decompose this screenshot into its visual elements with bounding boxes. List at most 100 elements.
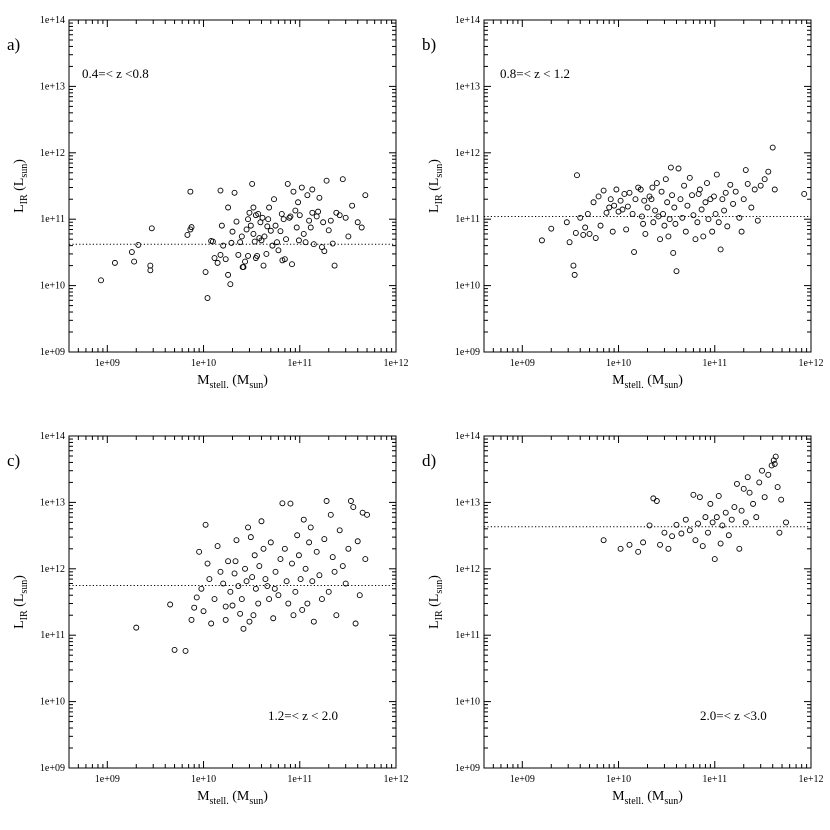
x-tick-label: 1e+11: [702, 774, 727, 785]
data-point: [613, 186, 620, 193]
data-point: [626, 189, 633, 196]
data-point: [638, 213, 645, 220]
x-tick-label: 1e+10: [606, 774, 631, 785]
y-tick-label: 1e+11: [455, 214, 480, 225]
data-point: [704, 180, 710, 187]
data-point: [669, 192, 676, 199]
data-point: [740, 485, 747, 492]
data-point: [249, 180, 256, 187]
data-point: [566, 239, 573, 246]
data-point: [649, 184, 656, 191]
data-point: [294, 532, 301, 539]
data-point: [600, 537, 607, 544]
data-point: [709, 519, 716, 526]
data-point: [733, 480, 740, 487]
data-point: [772, 453, 779, 460]
y-tick-label: 1e+10: [455, 697, 480, 708]
data-point: [652, 207, 659, 214]
data-point: [259, 214, 266, 221]
data-point: [356, 592, 363, 599]
data-point: [261, 233, 268, 240]
data-point: [771, 460, 778, 467]
data-point: [722, 189, 729, 196]
data-point: [233, 537, 240, 544]
data-point: [728, 516, 735, 523]
data-point: [679, 214, 686, 221]
data-point: [202, 269, 209, 275]
data-point: [229, 228, 236, 235]
data-point: [214, 259, 221, 266]
data-point: [695, 520, 701, 527]
data-point: [617, 197, 624, 204]
data-point: [331, 568, 338, 575]
data-point: [345, 233, 352, 240]
data-point: [629, 210, 636, 217]
data-point: [673, 521, 680, 528]
data-point: [310, 618, 317, 625]
data-point: [801, 191, 808, 197]
data-point: [333, 612, 340, 619]
y-tick-label: 1e+10: [40, 697, 65, 708]
data-point: [721, 207, 728, 214]
y-tick-label: 1e+14: [455, 15, 480, 26]
data-point: [667, 164, 674, 171]
y-tick-label: 1e+09: [40, 763, 65, 774]
data-point: [313, 548, 320, 555]
data-point: [277, 556, 284, 563]
data-point: [650, 495, 657, 502]
data-point: [309, 578, 316, 585]
data-point: [722, 509, 729, 516]
data-point: [255, 600, 262, 607]
data-point: [239, 264, 246, 271]
chart-panel-2: 1e+09 1e+10 1e+11 1e+12 1e+09 1e+10 1e+11 1e+12…: [422, 15, 824, 391]
chart-panel-4: 1e+09 1e+10 1e+11 1e+12 1e+09 1e+10 1e+11 1e+12…: [422, 431, 824, 807]
data-point: [761, 176, 768, 183]
x-axis-title: Mstell. (Msun): [197, 373, 268, 391]
y-tick-label: 1e+11: [40, 214, 65, 225]
data-point: [362, 192, 369, 199]
data-point: [260, 262, 267, 269]
data-point: [283, 578, 290, 585]
data-point: [692, 236, 699, 243]
data-point: [211, 255, 218, 261]
data-point: [673, 268, 680, 275]
data-point: [231, 570, 238, 577]
data-point: [631, 249, 638, 256]
data-point: [299, 607, 306, 613]
data-point: [336, 212, 343, 219]
data-point: [225, 271, 232, 278]
x-tick-label: 1e+09: [510, 774, 535, 785]
data-point: [295, 199, 302, 206]
data-point: [646, 522, 653, 529]
data-point: [692, 537, 699, 544]
data-point: [563, 219, 570, 226]
data-point: [193, 594, 200, 601]
data-point: [719, 522, 726, 529]
data-point: [671, 204, 678, 211]
data-point: [318, 596, 325, 603]
data-point: [285, 600, 292, 607]
data-point: [300, 516, 307, 523]
data-point: [220, 242, 227, 249]
data-point: [761, 494, 768, 501]
data-point: [719, 196, 726, 203]
data-point: [220, 580, 227, 587]
data-point: [313, 213, 320, 220]
data-point: [329, 554, 336, 561]
data-point: [131, 258, 138, 265]
data-point: [635, 548, 642, 555]
data-point: [626, 541, 633, 548]
data-point: [682, 516, 689, 523]
data-point: [748, 204, 755, 211]
y-tick-label: 1e+13: [455, 497, 480, 508]
data-point: [267, 227, 274, 234]
data-point: [227, 281, 234, 288]
data-point: [660, 210, 666, 217]
data-point: [637, 186, 644, 193]
data-point: [245, 524, 251, 531]
data-point: [315, 208, 322, 215]
data-point: [362, 556, 369, 563]
data-point: [582, 224, 589, 231]
data-point: [243, 226, 250, 233]
data-point: [238, 596, 245, 603]
